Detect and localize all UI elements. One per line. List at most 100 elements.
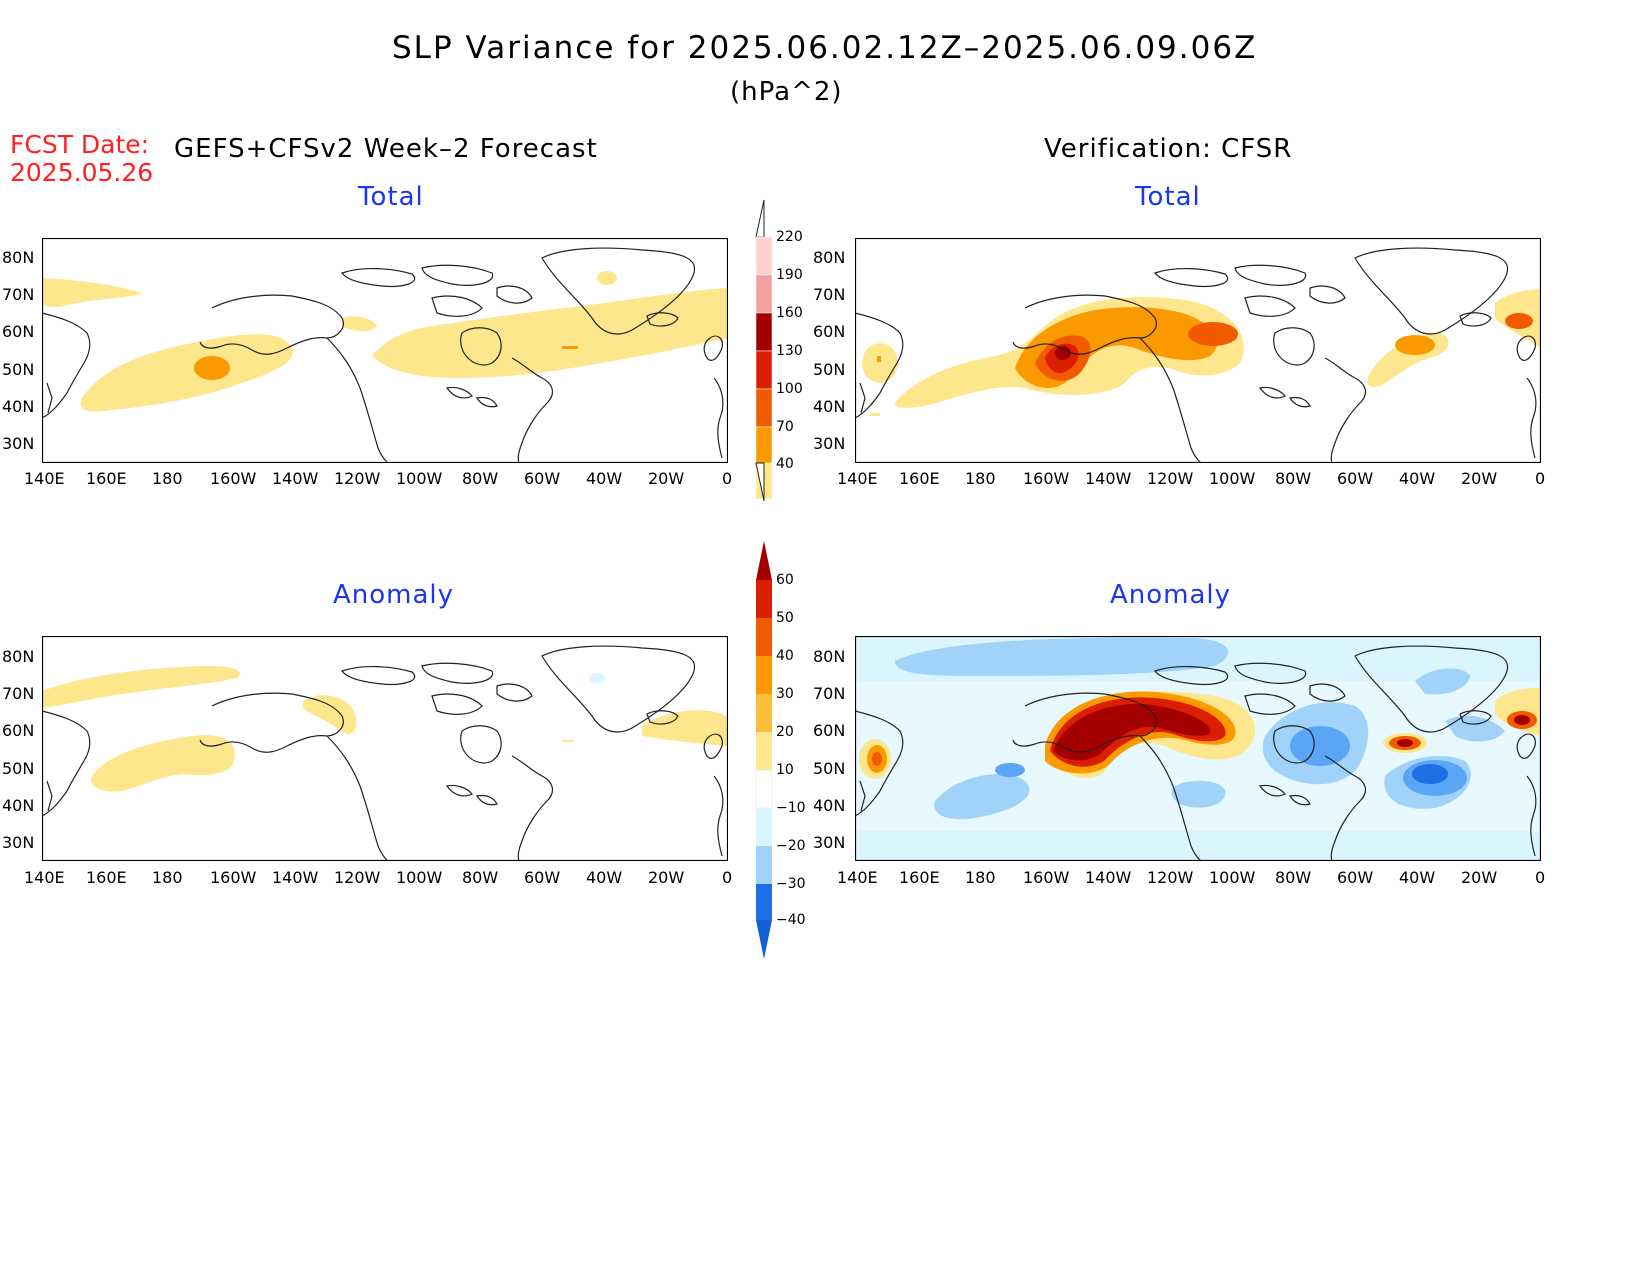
total-colorbar-swatch: [755, 274, 773, 314]
lon-label: 40W: [1399, 469, 1436, 488]
colorbar-label: 60: [776, 572, 794, 588]
lon-label: 80W: [462, 469, 499, 488]
lat-label: 30N: [813, 833, 846, 852]
anomaly-colorbar-swatch: [755, 769, 773, 809]
main-title: SLP Variance for 2025.06.02.12Z–2025.06.…: [392, 30, 1258, 66]
lon-label: 160E: [899, 868, 940, 887]
colorbar-label: 190: [776, 267, 803, 283]
lat-label: 80N: [2, 248, 35, 267]
lon-label: 160W: [1023, 868, 1070, 887]
anomaly-colorbar-swatch: [756, 694, 772, 732]
lon-label: 20W: [648, 469, 685, 488]
lon-label: 160E: [899, 469, 940, 488]
lon-label: 140E: [24, 469, 65, 488]
colorbar-label: 220: [776, 229, 803, 245]
total-colorbar-swatch: [755, 350, 773, 390]
lat-label: 60N: [2, 322, 35, 341]
anomaly-colorbar-swatch: [756, 884, 772, 920]
lon-label: 100W: [396, 469, 443, 488]
anomaly-colorbar: [755, 541, 773, 959]
lon-label: 140W: [1085, 469, 1132, 488]
lon-label: 40W: [1399, 868, 1436, 887]
anomaly-colorbar-swatch: [756, 580, 772, 618]
lat-label: 50N: [813, 360, 846, 379]
total-colorbar-swatch: [755, 236, 773, 276]
colorbar-label: 40: [776, 456, 794, 472]
lat-label: 70N: [2, 285, 35, 304]
total-colorbar-bottom-cap: [755, 462, 765, 502]
lon-label: 140E: [837, 469, 878, 488]
total-colorbar-swatch: [755, 312, 773, 352]
lon-label: 20W: [1461, 868, 1498, 887]
colorbar-label: 70: [776, 419, 794, 435]
lon-label: 140E: [24, 868, 65, 887]
lon-label: 0: [1535, 469, 1546, 488]
lon-label: 120W: [1147, 868, 1194, 887]
lat-label: 80N: [813, 248, 846, 267]
lon-label: 140W: [272, 469, 319, 488]
lon-label: 160W: [210, 868, 257, 887]
verification-anomaly-title: Anomaly: [1110, 580, 1232, 610]
lat-label: 70N: [813, 684, 846, 703]
lon-label: 120W: [334, 469, 381, 488]
lon-label: 160E: [86, 469, 127, 488]
lon-label: 0: [722, 868, 733, 887]
lon-label: 120W: [334, 868, 381, 887]
colorbar-label: 30: [776, 686, 794, 702]
lon-label: 60W: [524, 469, 561, 488]
anomaly-colorbar-swatch: [756, 656, 772, 694]
forecast-total-title: Total: [358, 182, 424, 212]
verification-total-title: Total: [1135, 182, 1201, 212]
total-colorbar-swatch: [755, 426, 773, 466]
fcst-date-value: 2025.05.26: [10, 158, 154, 187]
lon-label: 120W: [1147, 469, 1194, 488]
lat-label: 50N: [813, 759, 846, 778]
lon-label: 100W: [1209, 469, 1256, 488]
lon-label: 140E: [837, 868, 878, 887]
verification-total-map: [855, 238, 1541, 463]
lon-label: 180: [152, 868, 183, 887]
lat-label: 40N: [813, 397, 846, 416]
colorbar-label: 40: [776, 648, 794, 664]
colorbar-label: 20: [776, 724, 794, 740]
colorbar-label: 10: [776, 762, 794, 778]
lon-label: 80W: [462, 868, 499, 887]
colorbar-label: 160: [776, 305, 803, 321]
lon-label: 80W: [1275, 868, 1312, 887]
lat-label: 60N: [813, 322, 846, 341]
lon-label: 60W: [1337, 868, 1374, 887]
colorbar-label: −30: [776, 876, 806, 892]
verification-header: Verification: CFSR: [1044, 134, 1293, 164]
forecast-anomaly-map: [42, 636, 728, 861]
lon-label: 100W: [1209, 868, 1256, 887]
lat-label: 80N: [2, 647, 35, 666]
anomaly-colorbar-bottom-cap: [756, 920, 772, 959]
colorbar-label: 130: [776, 343, 803, 359]
lat-label: 80N: [813, 647, 846, 666]
lon-label: 20W: [1461, 469, 1498, 488]
lon-label: 0: [722, 469, 733, 488]
lat-label: 40N: [2, 796, 35, 815]
colorbar-label: −10: [776, 800, 806, 816]
lon-label: 20W: [648, 868, 685, 887]
lon-label: 160W: [1023, 469, 1070, 488]
lat-label: 30N: [813, 434, 846, 453]
anomaly-colorbar-swatch: [756, 846, 772, 884]
lon-label: 160W: [210, 469, 257, 488]
lon-label: 40W: [586, 868, 623, 887]
lat-label: 70N: [2, 684, 35, 703]
colorbar-label: −40: [776, 912, 806, 928]
lon-label: 80W: [1275, 469, 1312, 488]
lat-label: 30N: [2, 434, 35, 453]
lon-label: 100W: [396, 868, 443, 887]
lat-label: 70N: [813, 285, 846, 304]
lon-label: 180: [152, 469, 183, 488]
lat-label: 30N: [2, 833, 35, 852]
total-colorbar-swatch: [755, 388, 773, 428]
colorbar-label: −20: [776, 838, 806, 854]
colorbar-label: 50: [776, 610, 794, 626]
lon-label: 140W: [272, 868, 319, 887]
lon-label: 60W: [524, 868, 561, 887]
lat-label: 50N: [2, 360, 35, 379]
lat-label: 60N: [2, 721, 35, 740]
